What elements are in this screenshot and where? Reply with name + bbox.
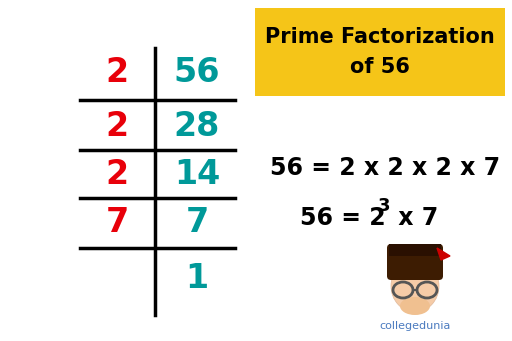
Text: 28: 28	[174, 110, 220, 144]
Text: Prime Factorization
of 56: Prime Factorization of 56	[265, 27, 495, 77]
Text: 56 = 2 x 2 x 2 x 7: 56 = 2 x 2 x 2 x 7	[270, 156, 500, 180]
Text: 56: 56	[174, 56, 220, 89]
Text: 1: 1	[185, 262, 208, 295]
Text: 7: 7	[185, 207, 208, 239]
Text: 2: 2	[105, 159, 129, 192]
Text: collegedunia: collegedunia	[379, 321, 451, 331]
Text: 7: 7	[105, 207, 129, 239]
Text: x 7: x 7	[390, 206, 438, 230]
Text: 2: 2	[105, 110, 129, 144]
Text: 56 = 2: 56 = 2	[300, 206, 386, 230]
Text: 3: 3	[378, 197, 391, 215]
Text: 14: 14	[174, 159, 220, 192]
FancyBboxPatch shape	[389, 244, 441, 256]
Text: 2: 2	[105, 56, 129, 89]
Ellipse shape	[400, 297, 430, 315]
FancyBboxPatch shape	[255, 8, 505, 96]
FancyBboxPatch shape	[387, 244, 443, 280]
Ellipse shape	[391, 260, 439, 312]
Polygon shape	[437, 248, 450, 260]
